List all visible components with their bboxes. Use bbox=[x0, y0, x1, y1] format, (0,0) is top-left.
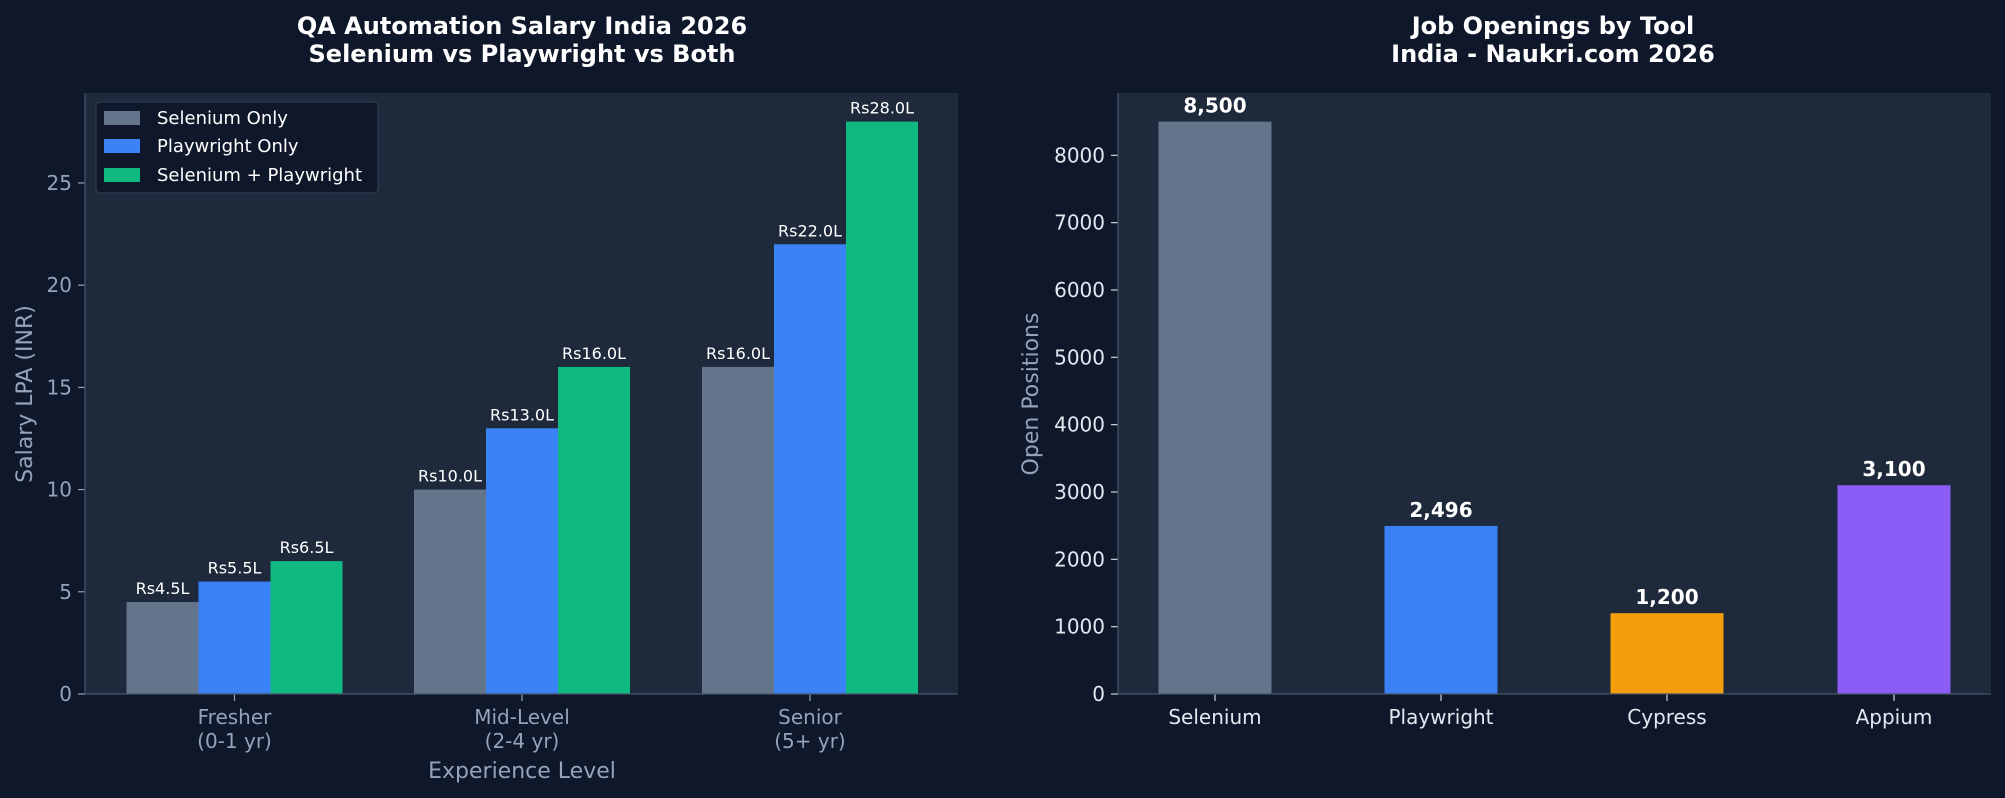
job-bar-value-label: 3,100 bbox=[1862, 457, 1925, 481]
salary-bar-value-label: Rs10.0L bbox=[418, 467, 482, 486]
job-y-tick-label: 0 bbox=[1092, 682, 1105, 706]
salary-bar-selenium-only-0 bbox=[126, 602, 199, 694]
legend-label-selenium-only: Selenium Only bbox=[157, 108, 288, 129]
job-y-tick-label: 6000 bbox=[1054, 278, 1105, 302]
salary-bar-value-label: Rs6.5L bbox=[280, 538, 334, 557]
salary-bar-value-label: Rs28.0L bbox=[850, 99, 914, 118]
job-y-tick-label: 4000 bbox=[1054, 413, 1105, 437]
job-y-tick-label: 5000 bbox=[1054, 345, 1105, 369]
legend-swatch-playwright-only bbox=[104, 139, 140, 153]
job-bar-value-label: 8,500 bbox=[1183, 94, 1246, 118]
salary-bar-selenium-only-2 bbox=[702, 366, 774, 694]
job-y-tick-label: 1000 bbox=[1054, 615, 1105, 639]
salary-bar-value-label: Rs16.0L bbox=[562, 344, 626, 363]
salary-bar-value-label: Rs22.0L bbox=[778, 221, 842, 240]
salary-bar-playwright-only-0 bbox=[198, 581, 271, 694]
salary-chart-title-line2: Selenium vs Playwright vs Both bbox=[309, 40, 736, 68]
job-x-tick-label: Appium bbox=[1856, 705, 1933, 729]
job-bar-value-label: 1,200 bbox=[1635, 585, 1698, 609]
salary-bar-value-label: Rs16.0L bbox=[706, 344, 770, 363]
legend-box bbox=[95, 101, 379, 194]
legend-label-selenium-playwright: Selenium + Playwright bbox=[157, 165, 362, 186]
salary-y-tick-label: 10 bbox=[47, 478, 72, 502]
salary-legend: Selenium Only Playwright Only Selenium +… bbox=[95, 101, 379, 194]
salary-chart-title-line1: QA Automation Salary India 2026 bbox=[297, 12, 747, 40]
job-y-tick-label: 2000 bbox=[1054, 547, 1105, 571]
salary-y-tick-label: 5 bbox=[59, 580, 72, 604]
salary-x-tick-label: (5+ yr) bbox=[774, 729, 846, 753]
legend-swatch-selenium-playwright bbox=[104, 168, 140, 182]
job-x-tick-label: Selenium bbox=[1168, 705, 1261, 729]
salary-bar-selenium-playwright-2 bbox=[846, 121, 918, 695]
salary-x-tick-label: Mid-Level bbox=[474, 705, 570, 729]
salary-y-axis-label: Salary LPA (INR) bbox=[13, 305, 38, 483]
salary-chart: QA Automation Salary India 2026 Selenium… bbox=[13, 12, 958, 784]
salary-bar-selenium-playwright-1 bbox=[558, 366, 630, 694]
job-bar-appium bbox=[1837, 485, 1951, 694]
job-y-tick-label: 8000 bbox=[1054, 143, 1105, 167]
salary-bar-playwright-only-2 bbox=[774, 244, 846, 695]
salary-x-tick-label: Fresher bbox=[198, 705, 273, 729]
legend-swatch-selenium-only bbox=[104, 111, 140, 125]
salary-x-tick-label: Senior bbox=[778, 705, 842, 729]
job-bar-value-label: 2,496 bbox=[1409, 498, 1472, 522]
job-chart-title-line1: Job Openings by Tool bbox=[1410, 12, 1695, 40]
salary-bar-value-label: Rs13.0L bbox=[490, 405, 554, 424]
job-y-axis-label: Open Positions bbox=[1019, 313, 1044, 476]
salary-y-tick-label: 25 bbox=[47, 171, 72, 195]
salary-y-tick-label: 20 bbox=[47, 273, 72, 297]
salary-x-tick-label: (0-1 yr) bbox=[197, 729, 272, 753]
salary-x-axis-label: Experience Level bbox=[428, 759, 616, 784]
salary-y-tick-label: 15 bbox=[47, 375, 72, 399]
job-bar-playwright bbox=[1384, 525, 1498, 694]
job-bar-cypress bbox=[1610, 613, 1724, 694]
job-y-axis: 0 1000 2000 3000 4000 5000 6000 7000 8000 bbox=[1054, 143, 1118, 706]
job-bar-selenium bbox=[1158, 121, 1272, 695]
salary-y-tick-label: 0 bbox=[59, 682, 72, 706]
job-y-tick-label: 3000 bbox=[1054, 480, 1105, 504]
salary-bar-selenium-playwright-0 bbox=[270, 561, 343, 694]
salary-y-axis: 0 5 10 15 20 25 bbox=[47, 171, 85, 706]
job-x-tick-label: Playwright bbox=[1388, 705, 1493, 729]
salary-bar-playwright-only-1 bbox=[486, 428, 558, 694]
salary-bars: Rs4.5L Rs10.0L Rs16.0L Rs5.5L Rs13.0L Rs22.0L… bbox=[126, 99, 918, 695]
salary-bar-value-label: Rs4.5L bbox=[136, 579, 190, 598]
job-y-tick-label: 7000 bbox=[1054, 211, 1105, 235]
salary-bar-selenium-only-1 bbox=[414, 489, 486, 694]
job-openings-chart: Job Openings by Tool India - Naukri.com … bbox=[1019, 12, 1991, 729]
salary-x-axis: Fresher(0-1 yr) Mid-Level(2-4 yr) Senior(5… bbox=[197, 694, 846, 753]
job-x-axis: Selenium Playwright Cypress Appium bbox=[1168, 694, 1932, 729]
salary-x-tick-label: (2-4 yr) bbox=[485, 729, 560, 753]
legend-label-playwright-only: Playwright Only bbox=[157, 136, 299, 157]
salary-bar-value-label: Rs5.5L bbox=[208, 559, 262, 578]
job-bars: 8,500 2,496 1,200 3,100 bbox=[1158, 94, 1951, 695]
job-chart-title-line2: India - Naukri.com 2026 bbox=[1391, 40, 1715, 68]
job-x-tick-label: Cypress bbox=[1627, 705, 1706, 729]
